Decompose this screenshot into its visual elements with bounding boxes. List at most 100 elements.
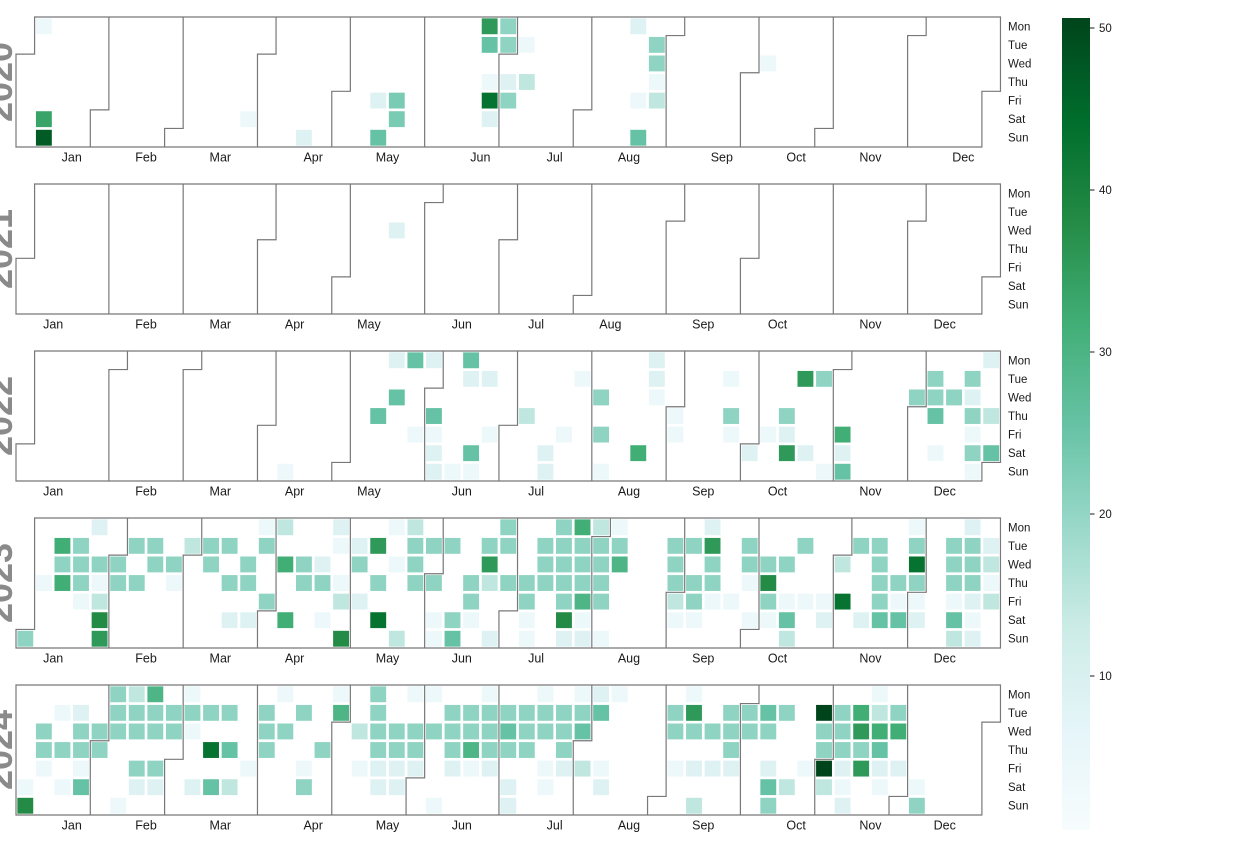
svg-text:Thu: Thu	[1008, 578, 1028, 590]
svg-text:Aug: Aug	[618, 485, 640, 499]
svg-text:Sun: Sun	[1008, 133, 1028, 145]
svg-text:Nov: Nov	[859, 652, 882, 666]
svg-text:Wed: Wed	[1008, 392, 1031, 404]
svg-text:Wed: Wed	[1008, 726, 1031, 738]
svg-text:Fri: Fri	[1008, 597, 1021, 609]
svg-text:2023: 2023	[0, 543, 20, 623]
svg-text:Apr: Apr	[303, 819, 322, 833]
svg-text:Tue: Tue	[1008, 207, 1027, 219]
svg-text:Dec: Dec	[934, 485, 956, 499]
svg-text:Aug: Aug	[599, 318, 621, 332]
svg-text:Sep: Sep	[692, 652, 714, 666]
svg-text:Sun: Sun	[1008, 300, 1028, 312]
svg-text:Jul: Jul	[528, 485, 544, 499]
svg-text:Aug: Aug	[618, 151, 640, 165]
svg-text:Mar: Mar	[210, 151, 232, 165]
svg-text:Sat: Sat	[1008, 114, 1026, 126]
svg-text:Fri: Fri	[1008, 430, 1021, 442]
svg-text:Tue: Tue	[1008, 708, 1027, 720]
svg-text:Apr: Apr	[285, 485, 304, 499]
svg-text:Sep: Sep	[692, 485, 714, 499]
svg-text:Mar: Mar	[210, 819, 232, 833]
svg-text:Nov: Nov	[859, 485, 882, 499]
svg-text:Jun: Jun	[470, 151, 490, 165]
svg-text:Mon: Mon	[1008, 689, 1030, 701]
svg-text:Nov: Nov	[859, 819, 882, 833]
svg-text:Nov: Nov	[859, 151, 882, 165]
svg-text:Oct: Oct	[786, 819, 806, 833]
svg-text:Tue: Tue	[1008, 541, 1027, 553]
svg-text:Jan: Jan	[43, 318, 63, 332]
svg-text:Oct: Oct	[768, 485, 788, 499]
svg-text:Feb: Feb	[135, 652, 157, 666]
svg-text:Feb: Feb	[135, 318, 157, 332]
svg-text:Jan: Jan	[43, 485, 63, 499]
svg-text:Aug: Aug	[618, 819, 640, 833]
svg-text:2024: 2024	[0, 710, 20, 790]
svg-text:May: May	[376, 819, 400, 833]
svg-text:Mar: Mar	[210, 652, 232, 666]
svg-text:Sun: Sun	[1008, 634, 1028, 646]
svg-text:Mar: Mar	[210, 485, 232, 499]
svg-text:Sat: Sat	[1008, 615, 1026, 627]
svg-text:Wed: Wed	[1008, 559, 1031, 571]
svg-text:Fri: Fri	[1008, 263, 1021, 275]
svg-text:Feb: Feb	[135, 819, 157, 833]
svg-text:Jun: Jun	[452, 485, 472, 499]
svg-text:20: 20	[1099, 509, 1112, 521]
svg-text:Jun: Jun	[452, 652, 472, 666]
svg-text:40: 40	[1099, 185, 1112, 197]
svg-text:Apr: Apr	[285, 652, 304, 666]
svg-text:Mon: Mon	[1008, 522, 1030, 534]
svg-text:Thu: Thu	[1008, 411, 1028, 423]
svg-text:50: 50	[1099, 23, 1112, 35]
svg-text:Dec: Dec	[952, 151, 974, 165]
svg-text:Feb: Feb	[135, 485, 157, 499]
svg-text:Oct: Oct	[768, 318, 788, 332]
svg-text:2022: 2022	[0, 376, 20, 456]
svg-text:Thu: Thu	[1008, 745, 1028, 757]
svg-text:Oct: Oct	[786, 151, 806, 165]
svg-text:Jul: Jul	[528, 318, 544, 332]
svg-text:Jan: Jan	[62, 151, 82, 165]
svg-text:Jan: Jan	[43, 652, 63, 666]
svg-text:Apr: Apr	[285, 318, 304, 332]
svg-text:Feb: Feb	[135, 151, 157, 165]
svg-text:Mon: Mon	[1008, 21, 1030, 33]
svg-text:Wed: Wed	[1008, 225, 1031, 237]
svg-text:Jul: Jul	[547, 151, 563, 165]
svg-text:Mar: Mar	[210, 318, 232, 332]
svg-text:Dec: Dec	[934, 318, 956, 332]
svg-text:Jun: Jun	[452, 819, 472, 833]
svg-text:Sep: Sep	[692, 819, 714, 833]
svg-text:Sep: Sep	[711, 151, 733, 165]
svg-text:Jun: Jun	[452, 318, 472, 332]
svg-text:May: May	[376, 652, 400, 666]
svg-text:10: 10	[1099, 671, 1112, 683]
svg-text:Nov: Nov	[859, 318, 882, 332]
svg-text:Jan: Jan	[62, 819, 82, 833]
svg-text:Jul: Jul	[528, 652, 544, 666]
svg-text:Oct: Oct	[768, 652, 788, 666]
svg-text:Sat: Sat	[1008, 448, 1026, 460]
svg-text:Thu: Thu	[1008, 77, 1028, 89]
svg-text:Thu: Thu	[1008, 244, 1028, 256]
svg-text:Fri: Fri	[1008, 96, 1021, 108]
svg-text:Sun: Sun	[1008, 467, 1028, 479]
svg-text:Tue: Tue	[1008, 40, 1027, 52]
svg-text:Dec: Dec	[934, 652, 956, 666]
svg-text:Mon: Mon	[1008, 188, 1030, 200]
svg-text:Sat: Sat	[1008, 281, 1026, 293]
svg-text:Tue: Tue	[1008, 374, 1027, 386]
svg-text:May: May	[376, 151, 400, 165]
svg-text:Fri: Fri	[1008, 764, 1021, 776]
svg-text:2020: 2020	[0, 42, 20, 122]
svg-text:2021: 2021	[0, 209, 20, 289]
svg-text:Sun: Sun	[1008, 801, 1028, 813]
svg-text:Aug: Aug	[618, 652, 640, 666]
svg-text:Mon: Mon	[1008, 355, 1030, 367]
svg-text:Wed: Wed	[1008, 58, 1031, 70]
svg-text:Apr: Apr	[303, 151, 322, 165]
svg-text:Jul: Jul	[547, 819, 563, 833]
svg-text:30: 30	[1099, 347, 1112, 359]
